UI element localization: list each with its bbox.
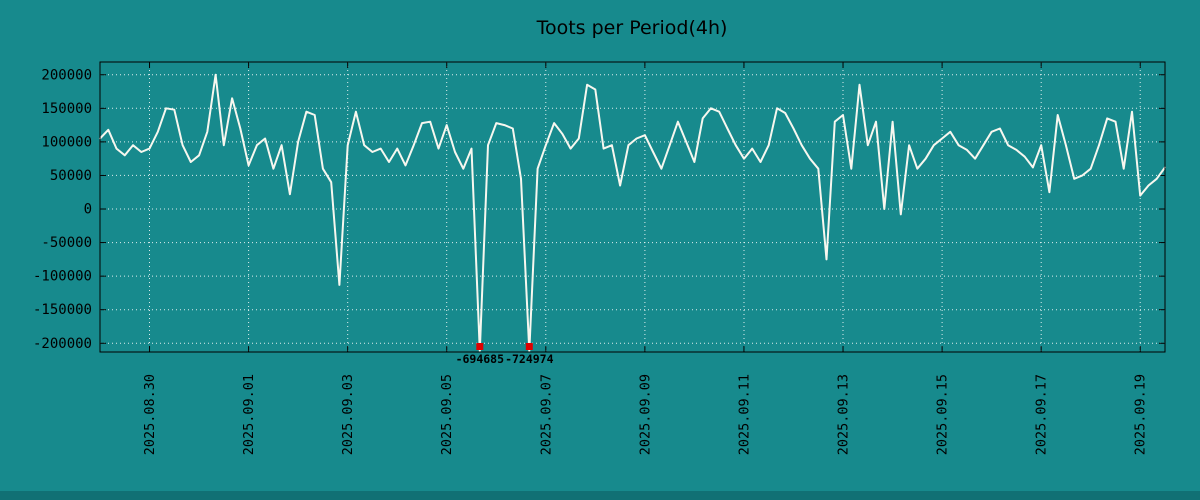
clipped-value-marker	[476, 343, 484, 350]
x-axis-labels: 2025.08.30 2025.09.01 2025.09.03 2025.09.05…	[142, 374, 1149, 455]
x-tick-label: 2025.09.05	[439, 374, 455, 455]
x-tick-label: 2025.09.17	[1034, 374, 1050, 455]
clipped-value-label: -694685	[456, 352, 505, 366]
x-tick-label: 2025.09.11	[737, 374, 753, 455]
y-tick-label: 200000	[41, 67, 92, 83]
y-tick-label: -150000	[33, 302, 92, 318]
clipped-value-label: -724974	[505, 352, 554, 366]
y-tick-label: 100000	[41, 134, 92, 150]
clipped-value-marker	[525, 343, 533, 350]
plot-border	[99, 61, 1166, 353]
x-tick-label: 2025.08.30	[142, 374, 158, 455]
y-tick-label: 50000	[50, 168, 92, 184]
x-tick-label: 2025.09.01	[241, 374, 257, 455]
y-tick-label: -100000	[33, 269, 92, 285]
y-tick-label: -50000	[41, 235, 92, 251]
data-line	[99, 73, 1166, 352]
clipped-value-annotations: -694685 -724974	[456, 343, 554, 366]
x-tick-label: 2025.09.07	[538, 374, 554, 455]
chart-title: Toots per Period(4h)	[536, 17, 728, 39]
axis-tick-marks	[100, 62, 1165, 352]
y-tick-label: -200000	[33, 336, 92, 352]
x-tick-label: 2025.09.15	[935, 374, 951, 455]
x-tick-label: 2025.09.13	[836, 374, 852, 455]
y-axis-labels: 200000 150000 100000 50000 0 -50000 -100000 -15…	[33, 67, 92, 352]
bottom-edge-strip	[0, 491, 1200, 500]
x-tick-label: 2025.09.09	[637, 374, 653, 455]
y-tick-label: 0	[84, 202, 92, 218]
x-tick-label: 2025.09.03	[340, 374, 356, 455]
x-tick-label: 2025.09.19	[1133, 374, 1149, 455]
y-tick-label: 150000	[41, 101, 92, 117]
